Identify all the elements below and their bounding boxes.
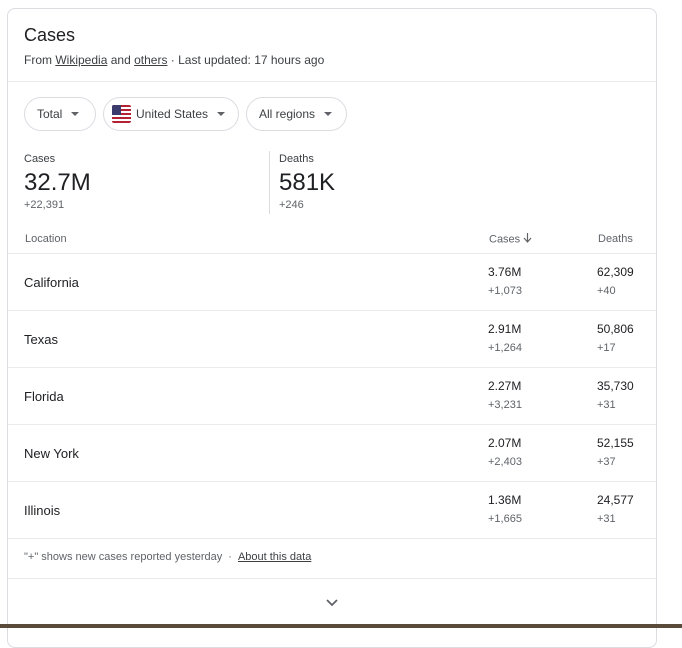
row-divider	[8, 310, 656, 311]
row-deaths: 52,155	[597, 436, 634, 450]
deaths-stat-value: 581K	[279, 169, 336, 196]
regions-dropdown[interactable]: All regions	[246, 97, 347, 131]
row-divider	[8, 424, 656, 425]
footer-divider	[8, 578, 656, 579]
stats-divider	[269, 151, 270, 214]
background-strip	[0, 624, 682, 628]
expand-button[interactable]	[8, 579, 656, 627]
table-row[interactable]: Florida 2.27M +3,231 35,730 +31	[8, 368, 656, 425]
row-cases: 1.36M	[488, 493, 522, 507]
source-line: From Wikipedia and others · Last updated…	[24, 53, 324, 67]
row-cases: 2.07M	[488, 436, 522, 450]
cases-stat-value: 32.7M	[24, 169, 91, 196]
deaths-stat-label: Deaths	[279, 153, 314, 165]
total-dropdown[interactable]: Total	[24, 97, 96, 131]
deaths-stat-delta: +246	[279, 199, 304, 211]
row-divider	[8, 367, 656, 368]
row-cases-delta: +2,403	[488, 456, 522, 468]
row-cases-delta: +1,665	[488, 513, 522, 525]
table-header-divider	[8, 253, 656, 254]
row-cases: 2.27M	[488, 379, 522, 393]
us-flag-icon	[112, 105, 131, 123]
table-row[interactable]: New York 2.07M +2,403 52,155 +37	[8, 425, 656, 482]
cases-stat-label: Cases	[24, 153, 56, 165]
row-divider	[8, 538, 656, 539]
row-location: New York	[24, 446, 79, 461]
row-deaths: 24,577	[597, 493, 634, 507]
caret-down-icon	[71, 112, 80, 116]
row-location: Illinois	[24, 503, 61, 518]
country-dropdown[interactable]: United States	[103, 97, 239, 131]
caret-down-icon	[217, 112, 226, 116]
caret-down-icon	[324, 112, 333, 116]
source-prefix: From	[24, 53, 52, 67]
footnote: "+" shows new cases reported yesterday · A…	[24, 551, 311, 563]
row-location: Texas	[24, 332, 58, 347]
row-cases-delta: +1,264	[488, 342, 522, 354]
card-title: Cases	[24, 25, 76, 45]
row-deaths-delta: +31	[597, 513, 616, 525]
row-cases: 2.91M	[488, 322, 522, 336]
location-column-header: Location	[25, 233, 67, 245]
row-divider	[8, 481, 656, 482]
country-dropdown-label: United States	[136, 107, 209, 121]
regions-dropdown-label: All regions	[259, 107, 316, 121]
footnote-text: "+" shows new cases reported yesterday	[24, 551, 223, 563]
cases-header-label: Cases	[489, 233, 521, 246]
wikipedia-link[interactable]: Wikipedia	[55, 53, 108, 67]
deaths-column-header[interactable]: Deaths	[598, 233, 633, 245]
sort-arrow-down-icon	[523, 233, 532, 246]
row-cases-delta: +3,231	[488, 399, 522, 411]
row-deaths: 50,806	[597, 322, 634, 336]
row-deaths-delta: +31	[597, 399, 616, 411]
total-dropdown-label: Total	[37, 107, 63, 121]
row-cases: 3.76M	[488, 265, 522, 279]
row-deaths: 35,730	[597, 379, 634, 393]
about-data-link[interactable]: About this data	[237, 551, 312, 563]
row-deaths: 62,309	[597, 265, 634, 279]
table-row[interactable]: California 3.76M +1,073 62,309 +40	[8, 254, 656, 311]
row-cases-delta: +1,073	[488, 285, 522, 297]
source-and: and	[110, 53, 131, 67]
chevron-down-icon	[326, 594, 338, 612]
row-location: Florida	[24, 389, 64, 404]
covid-cases-card: Cases From Wikipedia and others · Last u…	[7, 8, 657, 648]
cases-column-header[interactable]: Cases	[489, 233, 532, 246]
cases-stat-delta: +22,391	[24, 199, 65, 211]
table-row[interactable]: Illinois 1.36M +1,665 24,577 +31	[8, 482, 656, 539]
row-deaths-delta: +37	[597, 456, 616, 468]
table-row[interactable]: Texas 2.91M +1,264 50,806 +17	[8, 311, 656, 368]
last-updated: · Last updated: 17 hours ago	[170, 53, 325, 67]
row-deaths-delta: +40	[597, 285, 616, 297]
row-deaths-delta: +17	[597, 342, 616, 354]
row-location: California	[24, 275, 79, 290]
others-link[interactable]: others	[134, 53, 168, 67]
header-divider	[8, 81, 656, 82]
footnote-separator: ·	[228, 551, 232, 563]
